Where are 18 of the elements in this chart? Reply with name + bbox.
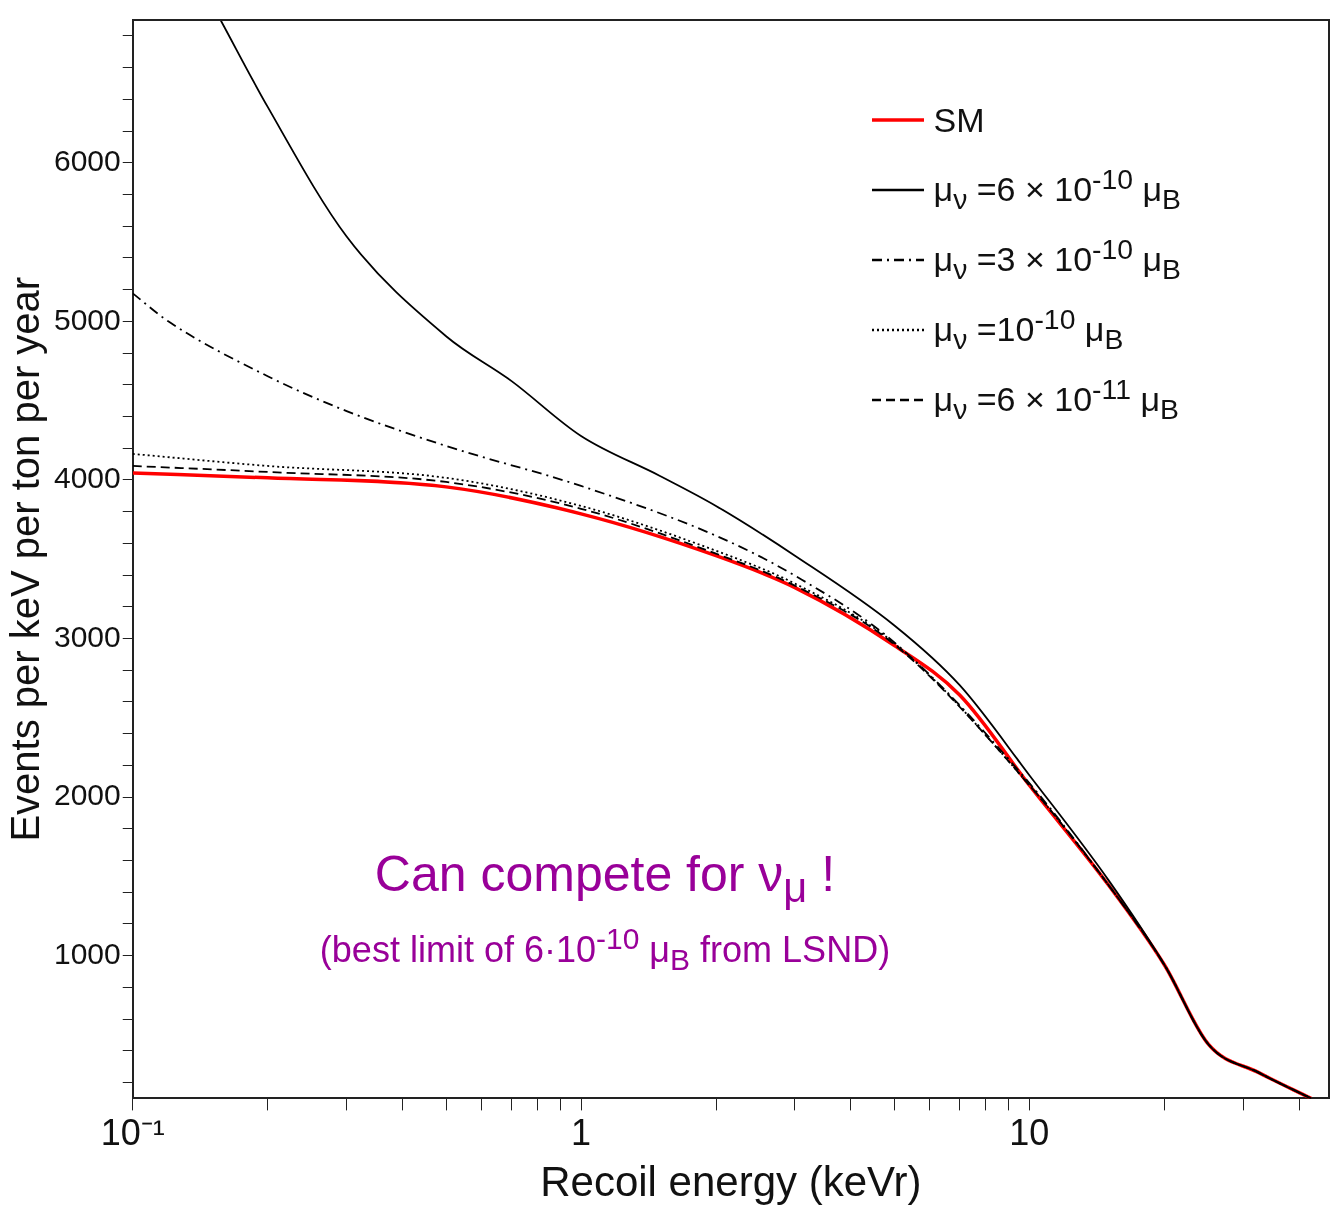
legend-label: μ$_{ν}$ =10$^{-10}$ μ$_{B}$ bbox=[933, 303, 1124, 357]
annotation: (best limit of 6·10$^{-10}$ μ$_{B}$ from LSND) bbox=[318, 922, 892, 978]
legend-label: SM bbox=[933, 100, 985, 140]
annotation: Can compete for ν$_{μ}$ ! bbox=[373, 845, 837, 912]
y-tick-label: 5000 bbox=[53, 302, 121, 336]
y-axis-title: Events per keV per ton per year bbox=[3, 276, 48, 842]
x-tick-label: 10⁻¹ bbox=[100, 1111, 165, 1153]
legend-label: μ$_{ν}$ =3 × 10$^{-10}$ μ$_{B}$ bbox=[933, 233, 1181, 287]
legend-label: μ$_{ν}$ =6 × 10$^{-11}$ μ$_{B}$ bbox=[933, 373, 1179, 427]
y-tick-label: 3000 bbox=[53, 619, 121, 653]
x-tick-label: 10 bbox=[1009, 1111, 1050, 1153]
legend-label: μ$_{ν}$ =6 × 10$^{-10}$ μ$_{B}$ bbox=[933, 163, 1181, 217]
y-tick-label: 6000 bbox=[53, 144, 121, 177]
y-tick-label: 2000 bbox=[53, 778, 121, 812]
x-axis-title: Recoil energy (keVr) bbox=[540, 1158, 922, 1206]
y-tick-label: 4000 bbox=[53, 461, 121, 495]
x-tick-label: 1 bbox=[571, 1111, 592, 1153]
y-tick-label: 1000 bbox=[53, 936, 121, 970]
